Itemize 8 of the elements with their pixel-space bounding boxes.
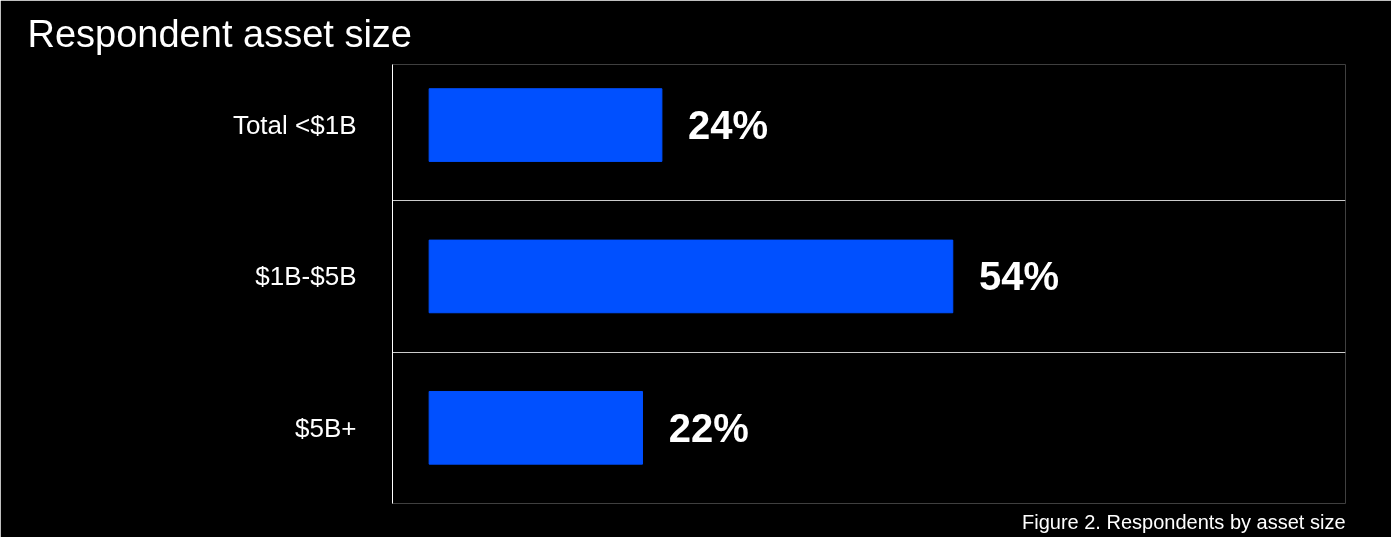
- data-label: 54%: [978, 254, 1060, 299]
- y-tick-label: $1B-$5B: [255, 261, 357, 292]
- caption: Figure 2. Respondents by asset size: [1021, 510, 1346, 533]
- y-tick-label: $5B+: [295, 412, 357, 443]
- data-label: 22%: [668, 405, 749, 450]
- y-tick-label: Total <$1B: [232, 110, 357, 141]
- data-label: 24%: [688, 103, 769, 148]
- chart-title: Respondent asset size: [27, 12, 412, 55]
